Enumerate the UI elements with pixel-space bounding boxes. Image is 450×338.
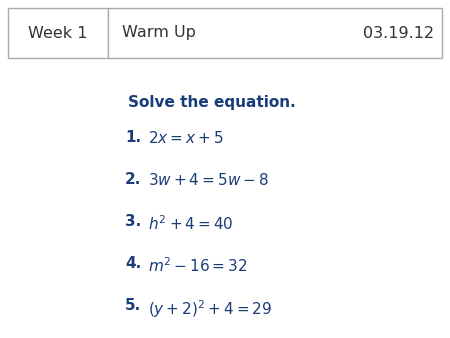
Bar [108, 8, 442, 58]
Text: $m^{2} - 16 = 32$: $m^{2} - 16 = 32$ [148, 256, 248, 275]
Text: $(y + 2)^{2} + 4 = 29$: $(y + 2)^{2} + 4 = 29$ [148, 298, 272, 320]
Text: 03.19.12: 03.19.12 [363, 25, 434, 41]
Text: Warm Up: Warm Up [122, 25, 196, 41]
Text: 1.: 1. [125, 130, 141, 145]
Text: $h^{2} + 4 = 40$: $h^{2} + 4 = 40$ [148, 214, 234, 233]
Text: 5.: 5. [125, 298, 141, 313]
Text: $2x = x + 5$: $2x = x + 5$ [148, 130, 224, 146]
Text: 3.: 3. [125, 214, 141, 229]
Text: Solve the equation.: Solve the equation. [128, 95, 296, 110]
Text: $3w + 4 = 5w - 8$: $3w + 4 = 5w - 8$ [148, 172, 269, 188]
Text: Week 1: Week 1 [28, 25, 88, 41]
Text: 4.: 4. [125, 256, 141, 271]
Text: 2.: 2. [125, 172, 141, 187]
Bar [8, 8, 108, 58]
